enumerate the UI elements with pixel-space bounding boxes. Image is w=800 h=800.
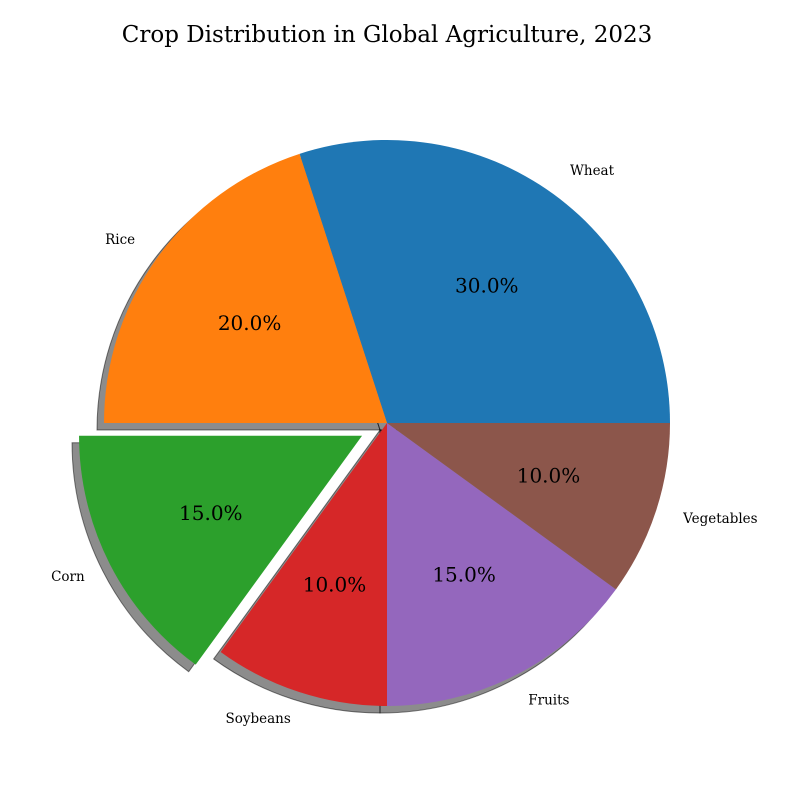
slice-corn [79, 435, 363, 665]
slice-wheat [299, 139, 670, 423]
slice-soybeans [220, 423, 387, 706]
slice-rice [104, 153, 387, 423]
percent-label-vegetables: 10.0% [517, 464, 581, 488]
category-label-fruits: Fruits [528, 692, 569, 708]
percent-label-corn: 15.0% [179, 501, 243, 525]
chart-title: Crop Distribution in Global Agriculture,… [122, 22, 652, 48]
pie-labels: Wheat 30.0% Rice 20.0% Corn 15.0% Soybeans 10.0… [51, 163, 758, 727]
category-label-soybeans: Soybeans [225, 711, 290, 727]
category-label-corn: Corn [51, 569, 85, 585]
percent-label-wheat: 30.0% [455, 274, 519, 298]
slice-vegetables [387, 423, 670, 590]
category-label-wheat: Wheat [570, 163, 615, 179]
percent-label-rice: 20.0% [218, 311, 282, 335]
percent-label-fruits: 15.0% [432, 562, 496, 586]
pie-slices [79, 139, 670, 706]
category-label-vegetables: Vegetables [682, 511, 758, 527]
percent-label-soybeans: 10.0% [303, 573, 367, 597]
category-label-rice: Rice [105, 232, 135, 248]
slice-fruits [387, 423, 616, 706]
